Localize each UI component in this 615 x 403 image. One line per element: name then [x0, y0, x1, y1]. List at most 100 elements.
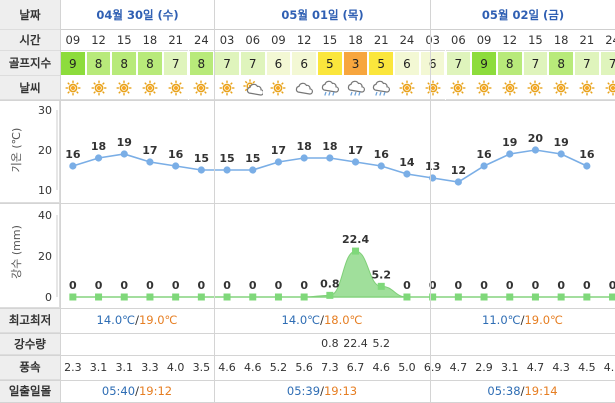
rain-y-label: 강수 (mm) [10, 225, 23, 279]
wind-speed-cell: 4.1 [603, 361, 615, 374]
precipitation-point [326, 291, 334, 299]
precipitation-label: 0 [480, 279, 488, 292]
rain-amount-cell: 0.8 [321, 337, 339, 350]
wind-speed-cell: 2.9 [475, 361, 493, 374]
wind-speed-cell: 4.3 [552, 361, 570, 374]
min-temp-day-1: 14.0℃ [96, 313, 136, 327]
temperature-label: 17 [271, 144, 286, 157]
temperature-point [249, 166, 257, 174]
temperature-point [274, 158, 283, 166]
precipitation-point [69, 293, 77, 301]
time-row-label: 시간 [0, 30, 60, 51]
wind-speed-cell: 4.6 [372, 361, 390, 374]
precipitation-label: 0 [69, 279, 77, 292]
rain-y-tick: 20 [38, 250, 52, 263]
hour-cell: 15 [317, 30, 343, 51]
sun-day-1: 05:40/19:12 [101, 384, 173, 398]
wind-speed-cell: 3.3 [141, 361, 159, 374]
precipitation-label: 0 [583, 279, 591, 292]
hour-cell: 21 [162, 30, 189, 51]
sunny-icon [394, 76, 420, 100]
divider [0, 100, 615, 101]
temperature-point [223, 166, 231, 174]
precipitation-point [609, 293, 615, 301]
wind-speed-cell: 6.7 [346, 361, 365, 374]
cloudy-icon [291, 76, 317, 100]
sunny-icon [548, 76, 574, 100]
sunny-icon [445, 76, 472, 100]
max-temp-day-1: 19.0℃ [138, 313, 178, 327]
day-divider [430, 0, 431, 403]
sunny-icon [599, 76, 615, 100]
golf-index-cell: 7 [239, 51, 266, 76]
precipitation-point [352, 247, 360, 255]
temperature-label: 18 [91, 140, 106, 153]
hour-cell: 24 [599, 30, 615, 51]
golf-index-cell: 8 [496, 51, 523, 76]
sunny-icon [265, 76, 292, 100]
date-header-day-3: 05월 02일 (금) [430, 0, 615, 30]
golf-index-cell: 6 [419, 51, 446, 76]
hour-cell: 09 [471, 30, 497, 51]
precipitation-area [72, 250, 613, 298]
rain-amount-cell: 22.4 [343, 337, 368, 350]
precipitation-point [531, 293, 539, 301]
divider [0, 203, 615, 204]
hour-cell: 03 [419, 30, 446, 51]
golf-index-cell: 6 [394, 51, 420, 76]
precipitation-point [146, 293, 154, 301]
divider [0, 308, 615, 309]
temperature-point [531, 146, 540, 154]
temp-y-label: 기온 (℃) [10, 128, 23, 173]
sunny-icon [574, 76, 600, 100]
temperature-point [480, 162, 488, 170]
wind-speed-cell: 3.5 [192, 361, 211, 374]
weather-row-label: 날씨 [0, 76, 60, 100]
precipitation-label: 0 [223, 279, 231, 292]
rain-amount-row-label: 강수량 [0, 333, 60, 355]
precipitation-label: 0 [403, 279, 411, 292]
temperature-point [69, 162, 77, 170]
hour-cell: 15 [111, 30, 138, 51]
temperature-point [172, 162, 180, 170]
golf-index-cell: 8 [548, 51, 574, 76]
temperature-label: 17 [348, 144, 363, 157]
wind-speed-cell: 4.6 [243, 361, 262, 374]
sun-day-2: 05:39/19:13 [286, 384, 358, 398]
date-row-label: 날짜 [0, 0, 60, 30]
day-divider [214, 0, 215, 403]
hour-cell: 06 [445, 30, 472, 51]
temperature-label: 16 [374, 148, 390, 161]
precipitation-point [506, 293, 514, 301]
precipitation-point [197, 293, 205, 301]
temp-y-tick: 10 [38, 184, 52, 197]
temperature-point [120, 150, 128, 158]
partly-cloudy-icon [239, 76, 266, 100]
precipitation-label: 0 [506, 279, 514, 292]
temperature-point [94, 154, 103, 162]
temperature-label: 18 [322, 140, 337, 153]
precipitation-label: 22.4 [342, 233, 369, 246]
golf-index-cell: 6 [291, 51, 317, 76]
golf-index-cell: 7 [162, 51, 189, 76]
sunny-icon [419, 76, 446, 100]
precipitation-point [300, 293, 308, 301]
hour-cell: 18 [548, 30, 574, 51]
temperature-point [506, 150, 514, 158]
precipitation-label: 0 [146, 279, 154, 292]
precipitation-point [223, 293, 231, 301]
precipitation-label: 0 [557, 279, 565, 292]
sunny-icon [496, 76, 523, 100]
temperature-label: 15 [245, 152, 260, 165]
temperature-label: 19 [502, 136, 517, 149]
sunrise-day-3: 05:38 [487, 384, 521, 398]
sunny-icon [137, 76, 163, 100]
hour-cell: 21 [368, 30, 395, 51]
minmax-day-3: 11.0℃/19.0℃ [482, 313, 563, 327]
precipitation-label: 0 [172, 279, 180, 292]
sunrise-day-2: 05:39 [286, 384, 321, 398]
temperature-point [351, 158, 360, 166]
hour-cell: 03 [214, 30, 240, 51]
temperature-label: 12 [451, 164, 466, 177]
